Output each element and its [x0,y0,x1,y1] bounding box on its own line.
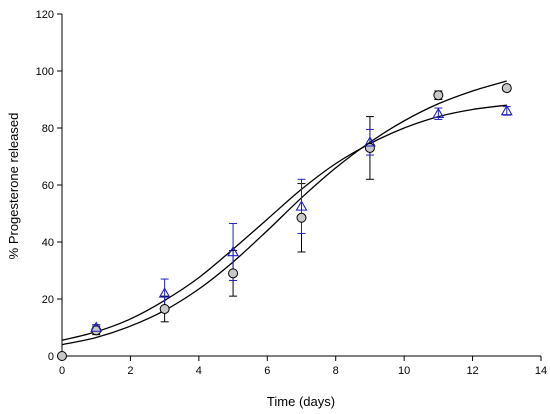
data-point-circle [228,268,239,279]
data-point-triangle [363,136,376,147]
axes: 0 2 4 6 8 10 12 14 0 20 40 60 80 100 120 [36,9,547,377]
data-point-circle [159,303,170,314]
data-point-triangle [432,107,445,119]
x-tick-label: 14 [535,365,547,377]
x-tick-label: 0 [59,365,65,377]
data-point-circle [296,212,307,223]
x-tick-label: 6 [264,365,270,377]
fit-curve-1 [61,80,507,346]
x-tick-label: 12 [466,365,478,377]
y-tick-label: 60 [42,180,54,192]
data-point-circle [433,90,444,101]
y-tick-label: 100 [36,66,54,78]
y-tick-label: 80 [42,123,54,135]
y-axis-title: % Progesterone released [6,113,21,260]
fit-curve-2 [61,104,507,341]
data-point-circle [501,83,512,94]
data-point-circle [57,351,67,361]
y-tick-label: 120 [36,9,54,21]
data-point-triangle [500,104,513,116]
data-point-circle [364,142,375,153]
data-point-triangle [227,245,240,257]
x-tick-label: 8 [333,365,339,377]
x-tick-label: 2 [127,365,133,377]
data-points [57,83,513,361]
y-tick-label: 20 [42,294,54,306]
data-point-triangle [158,287,171,298]
x-tick-label: 4 [196,365,202,377]
x-tick-label: 10 [398,365,410,377]
x-axis-title: Time (days) [267,394,335,409]
y-tick-label: 40 [42,237,54,249]
data-point-triangle [90,321,103,332]
error-bar [297,178,306,234]
y-tick-label: 0 [48,351,54,363]
data-point-triangle [295,200,308,211]
fit-curves [61,80,507,346]
